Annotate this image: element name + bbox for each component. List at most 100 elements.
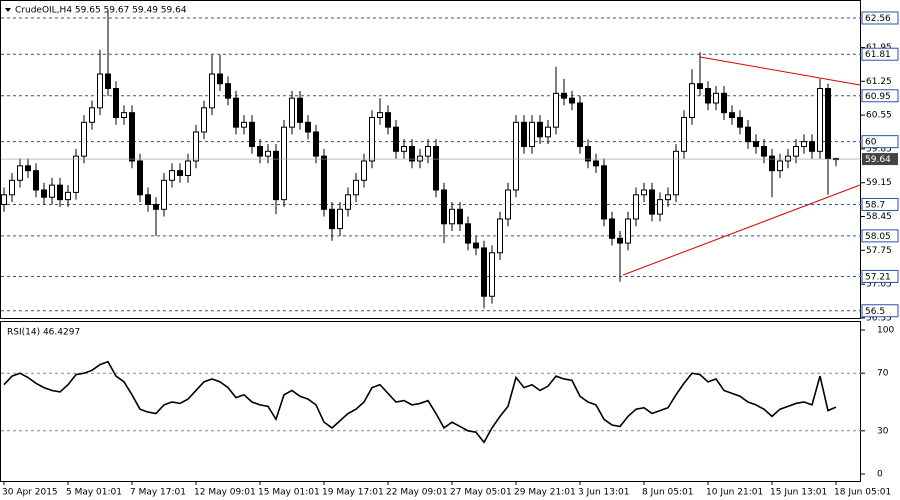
candle-body [209,73,215,109]
candle-body [121,112,127,119]
candle-body [377,112,383,119]
candle-body [681,117,687,152]
candle-body [609,218,615,239]
resistance-trendline [699,56,861,86]
candle-body [89,107,95,123]
current-price-label: 59.64 [865,155,891,165]
y-tick-label: 57.05 [866,280,892,290]
rsi-pane [0,321,861,482]
x-tick-label: 7 May 17:01 [130,488,186,498]
level-label: 58.05 [865,232,891,242]
candle-body [201,107,207,133]
x-tick-label: 18 Jun 05:01 [834,488,891,498]
menu-triangle [5,8,11,12]
candle-body [137,160,143,196]
candle-body [753,141,759,147]
y-tick-label: 60.55 [866,111,892,121]
level-label: 60 [865,138,877,148]
candle-body [513,121,519,191]
candle-body [81,121,87,157]
y-tick-label: 56.35 [866,314,892,324]
level-label: 57.21 [865,272,891,282]
x-tick-label: 15 May 01:01 [258,488,320,498]
rsi-tick-label: 70 [877,369,889,379]
candle-body [57,184,63,201]
candle-body [497,218,503,254]
candle-body [697,83,703,90]
candle-body [625,218,631,244]
candle-body [337,208,343,230]
candle-body [369,117,375,162]
candle-body [569,97,575,104]
level-label-box [861,47,899,61]
candle-body [561,92,567,99]
level-label: 60.95 [865,92,891,102]
candle-body [401,145,407,152]
candle-body [313,131,319,157]
candle-body [177,170,183,176]
candle-body [321,155,327,210]
level-label-box [861,197,899,211]
candle-body [825,88,831,160]
candle-body [249,121,255,147]
level-label: 62.56 [865,14,891,24]
candle-body [49,184,55,198]
candle-body [73,155,79,193]
candle-body [489,252,495,297]
candle-body [721,92,727,114]
candle-body [761,145,767,157]
current-price-box [862,153,898,166]
candle-body [465,223,471,244]
candle-body [577,102,583,147]
candle-body [593,160,599,167]
candle-body [553,92,559,128]
x-tick-label: 22 May 09:01 [386,488,448,498]
candle-body [289,97,295,128]
candle-body [273,150,279,201]
candle-body [601,165,607,220]
level-label-box [861,229,899,243]
candle-body [153,203,159,210]
rsi-tick-label: 100 [877,326,894,336]
candle-body [521,121,527,147]
candle-body [473,242,479,249]
support-trendline [622,184,861,276]
candle-body [817,88,823,152]
candle-body [729,112,735,119]
candle-body [529,121,535,147]
candle-body [41,189,47,198]
x-tick-label: 15 Jun 13:01 [770,488,827,498]
x-tick-label: 27 May 05:01 [450,488,512,498]
candle-body [545,126,551,138]
level-label: 56.5 [865,307,885,317]
candle-body [97,73,103,109]
level-label-box [861,11,899,25]
rsi-tick-label: 0 [877,470,883,480]
candle-body [193,131,199,162]
candle-body [665,194,671,201]
candle-body [233,97,239,128]
candle-body [265,150,271,157]
candle-body [409,145,415,162]
candle-body [385,112,391,128]
y-tick-label: 59.15 [866,178,892,188]
candle-body [25,165,31,172]
candle-body [161,179,167,210]
candle-body [457,208,463,225]
candle-body [537,121,543,138]
candle-body [417,155,423,162]
candle-body [145,194,151,205]
x-tick-label: 8 Jun 05:01 [642,488,693,498]
candle-body [433,145,439,191]
x-tick-label: 5 May 01:01 [66,488,122,498]
price-pane [0,0,861,319]
candle-body [689,83,695,119]
y-tick-label: 57.75 [866,246,892,256]
candle-body [633,194,639,220]
candle-body [617,237,623,244]
candle-body [65,191,71,201]
rsi-line [3,360,837,444]
level-label-box [861,89,899,103]
candle-body [449,208,455,225]
candle-body [441,189,447,225]
